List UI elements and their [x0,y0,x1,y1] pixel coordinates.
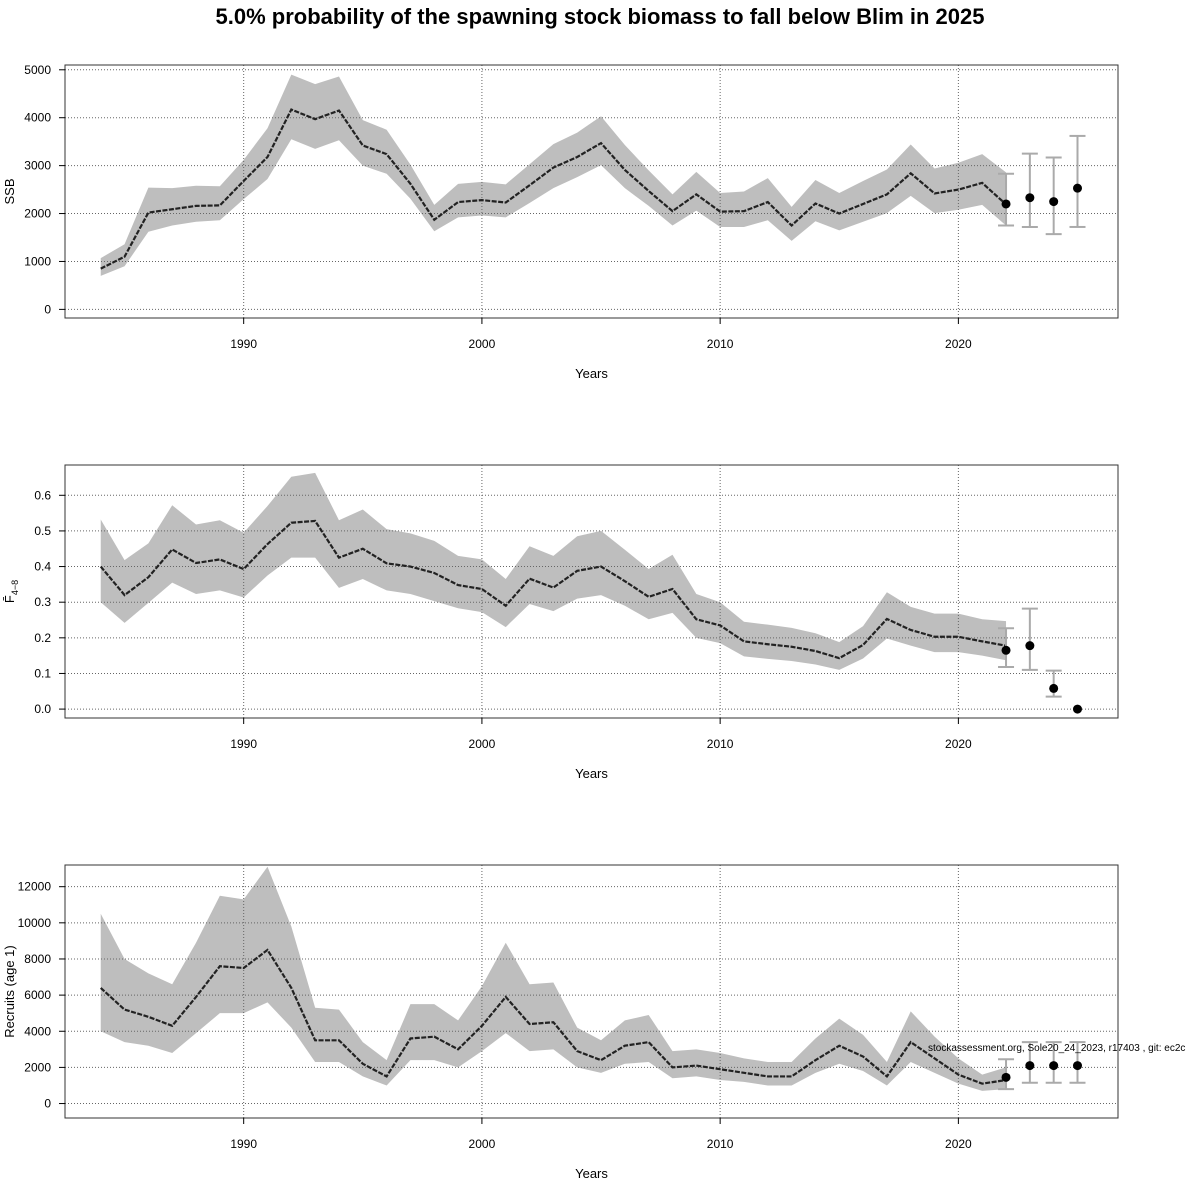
forecast-point [1073,183,1082,193]
y-tick-label: 0.5 [34,524,51,538]
x-axis-label: Years [575,366,608,381]
forecast-point [1025,641,1035,651]
x-tick-label: 2010 [707,337,734,351]
plot-frame [64,464,1119,719]
y-tick-label: 12000 [18,880,52,894]
y-tick-label: 5000 [24,63,51,77]
x-tick-label: 2020 [945,1137,972,1151]
y-axis-label: Recruits (age 1) [2,945,17,1037]
y-tick-label: 1000 [24,254,51,268]
x-tick-label: 1990 [230,1137,257,1151]
forecast-point [1049,683,1059,693]
estimate-line [99,948,1007,1085]
y-tick-label: 0.1 [34,666,51,680]
confidence-band [100,74,1007,276]
y-tick-label: 0 [44,302,51,316]
y-tick-label: 0.6 [34,488,51,502]
y-tick-label: 0.2 [34,631,51,645]
y-tick-label: 6000 [24,988,51,1002]
y-tick-label: 2000 [24,1060,51,1074]
forecast-point [1073,1061,1082,1071]
y-tick-label: 4000 [24,111,51,125]
forecast-point [1001,1072,1011,1082]
y-tick-label: 0.0 [34,702,51,716]
x-tick-label: 2000 [469,737,496,751]
y-tick-label: 4000 [24,1024,51,1038]
estimate-line [99,519,1007,660]
forecast-point [1025,193,1035,203]
estimate-line [100,108,1007,270]
y-tick-label: 0.3 [34,595,51,609]
y-axis-label: F̄4−8 [2,580,20,603]
x-tick-label: 2020 [945,737,972,751]
confidence-band [100,866,1007,1091]
x-tick-label: 2000 [469,337,496,351]
chart-panel-3: 1990 2000 2010 2020 0 2000 4000 6000 8000 10000 12… [2,864,1119,1181]
credit-text: stockassessment.org, Sole20_24_2023, r17… [928,1043,1185,1054]
y-axis-label: SSB [2,178,17,204]
confidence-band [100,472,1007,670]
x-axis-label: Years [575,1166,608,1181]
chart-panel-2: 1990 2000 2010 2020 0.0 0.1 0.2 0.3 0.4 0.5 0.6 Yea… [2,464,1119,781]
forecast-point [1073,704,1082,714]
x-tick-label: 1990 [230,337,257,351]
x-tick-label: 2020 [945,337,972,351]
x-tick-label: 2010 [707,1137,734,1151]
y-tick-label: 0.4 [34,560,51,574]
plot-frame [64,864,1119,1119]
y-tick-label: 0 [44,1097,51,1111]
forecast-point [1001,199,1011,209]
chart-panel-1: 1990 2000 2010 2020 0 1000 2000 3000 4000 5000 Yea… [2,63,1119,381]
forecast-point [1001,645,1011,655]
chart-title: 5.0% probability of the spawning stock b… [215,4,985,29]
x-tick-label: 2000 [469,1137,496,1151]
forecast-point [1049,197,1059,207]
x-tick-label: 1990 [230,737,257,751]
plot-frame [64,64,1119,319]
y-tick-label: 10000 [18,916,52,930]
x-tick-label: 2010 [707,737,734,751]
y-tick-label: 8000 [24,952,51,966]
forecast-point [1049,1061,1059,1071]
y-tick-label: 3000 [24,159,51,173]
forecast-point [1025,1061,1035,1071]
y-tick-label: 2000 [24,207,51,221]
y-axis-label-subscript: 4−8 [10,580,20,595]
x-axis-label: Years [575,766,608,781]
